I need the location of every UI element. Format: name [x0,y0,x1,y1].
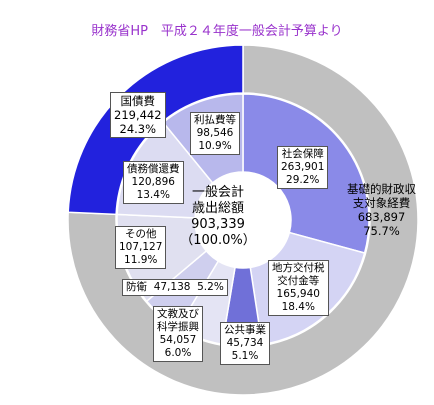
label-koukyo-percent: 5.1% [231,350,259,362]
label-shakai: 社会保障 263,901 29.2% [277,146,329,189]
label-bunkyo-name1: 文教及び [157,308,199,320]
label-shakai-name: 社会保障 [281,148,324,160]
label-sonota-value: 107,127 [119,241,163,253]
label-kokusai-value: 219,442 [114,108,162,122]
center-line2: 歳出総額 [191,201,244,216]
label-shakai-percent: 29.2% [286,174,320,186]
label-kokusai-percent: 24.3% [119,122,157,136]
label-boei-value: 47,138 [153,281,191,293]
label-kiso-value: 683,897 [357,210,406,224]
label-riharai-name: 利払費等 [194,114,236,126]
label-bunkyo-value: 54,057 [159,334,197,346]
label-kokusai: 国債費 219,442 24.3% [110,92,166,138]
label-saimu-percent: 13.4% [136,189,170,201]
label-chiho-value: 165,940 [276,288,320,300]
label-kiso-percent: 75.7% [363,224,400,238]
label-kiso-name1: 基礎的財政収 [347,182,416,196]
label-chiho-name2: 交付金等 [277,275,320,287]
label-chiho-name1: 地方交付税 [272,262,325,274]
label-chiho-percent: 18.4% [281,301,315,313]
center-total-label: 一般会計 歳出総額 903,339 （100.0%） [178,185,258,249]
label-bunkyo: 文教及び 科学振興 54,057 6.0% [153,306,203,362]
label-sonota: その他 107,127 11.9% [115,226,167,269]
label-sonota-name: その他 [124,228,157,240]
label-riharai-percent: 10.9% [198,140,232,152]
center-value: 903,339 [191,217,245,232]
label-riharai-value: 98,546 [196,127,234,139]
label-chiho: 地方交付税 交付金等 165,940 18.4% [268,260,329,316]
label-koukyo-name: 公共事業 [224,324,266,336]
label-riharai: 利払費等 98,546 10.9% [190,112,240,155]
label-saimu-name: 債務償還費 [127,163,180,175]
outer-slice-1 [67,44,244,216]
label-sonota-percent: 11.9% [124,254,158,266]
label-boei-name: 防衛 [126,281,147,293]
label-bunkyo-percent: 6.0% [164,347,192,359]
chart-title: 財務省HP 平成２４年度一般会計予算より [91,24,343,39]
label-kiso-name2: 支対象経費 [352,196,411,210]
label-koukyo-value: 45,734 [226,337,264,349]
label-boei: 防衛 47,138 5.2% [122,279,228,296]
label-saimu-value: 120,896 [131,176,175,188]
label-koukyo: 公共事業 45,734 5.1% [220,322,270,365]
label-saimu: 債務償還費 120,896 13.4% [123,161,184,204]
label-boei-percent: 5.2% [197,281,224,293]
label-shakai-value: 263,901 [281,161,325,173]
center-line1: 一般会計 [191,185,244,200]
center-percent: （100.0%） [180,233,256,248]
label-kokusai-name: 国債費 [120,94,156,108]
outer-slice-0 [67,44,419,396]
label-bunkyo-name2: 科学振興 [157,321,199,333]
donut-hole [196,173,290,267]
label-kiso: 基礎的財政収 支対象経費 683,897 75.7% [344,181,419,239]
